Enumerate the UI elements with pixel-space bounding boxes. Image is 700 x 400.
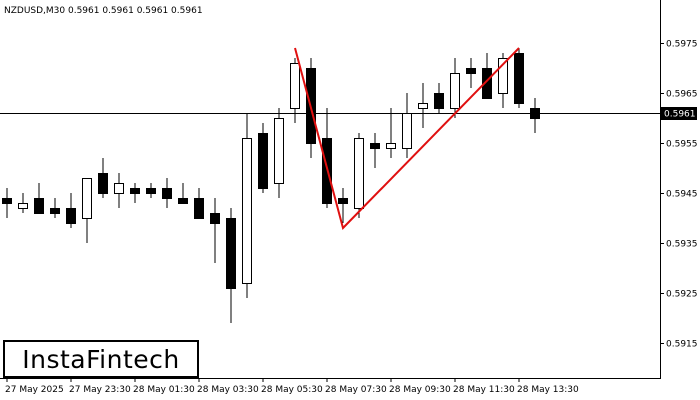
y-tick-label: 0.5975 (666, 40, 698, 50)
candles-layer (2, 48, 540, 323)
candle (434, 83, 444, 113)
candle-body-bear (482, 68, 492, 99)
instafintech-logo: InstaFintech (3, 340, 199, 378)
candle (530, 98, 540, 133)
candle (466, 58, 476, 88)
price-tag-bg (661, 107, 697, 120)
candle (82, 178, 92, 243)
candle (226, 208, 236, 323)
candle (338, 188, 348, 223)
candle-body-bear (146, 188, 156, 194)
candle (98, 158, 108, 198)
y-tick-label: 0.5925 (666, 290, 698, 300)
y-tick-label: 0.5935 (666, 240, 698, 250)
x-tick-label: 27 May 23:30 (69, 385, 131, 395)
candle (2, 188, 12, 218)
y-tick-label: 0.5915 (666, 340, 698, 350)
candle-body-bull (290, 63, 300, 109)
candle-body-bear (434, 93, 444, 109)
logo-text: InstaFintech (22, 344, 180, 374)
candle (418, 83, 428, 128)
candle (354, 133, 364, 218)
y-tick-label: 0.5965 (666, 90, 698, 100)
candle-body-bull (18, 203, 28, 209)
candle-body-bull (386, 143, 396, 149)
candle (290, 58, 300, 123)
candle-body-bear (34, 198, 44, 214)
candle-body-bear (338, 198, 348, 204)
candle (450, 58, 460, 118)
x-tick-label: 27 May 2025 (5, 385, 64, 395)
x-tick-label: 28 May 05:30 (261, 385, 323, 395)
candle-body-bear (50, 208, 60, 214)
candle-body-bear (194, 198, 204, 219)
candle-body-bear (66, 208, 76, 224)
y-tick-label: 0.5945 (666, 190, 698, 200)
x-tick-label: 28 May 13:30 (517, 385, 579, 395)
y-tick-label: 0.5955 (666, 140, 698, 150)
x-tick-label: 28 May 01:30 (133, 385, 195, 395)
candle-body-bull (418, 103, 428, 109)
candle-body-bull (274, 118, 284, 184)
candle (162, 178, 172, 208)
pattern-line (294, 47, 520, 230)
candle-body-bull (114, 183, 124, 194)
candle (66, 193, 76, 228)
candle-body-bull (354, 138, 364, 209)
candle (210, 198, 220, 263)
candle-body-bear (258, 133, 268, 189)
candle (146, 183, 156, 198)
x-tick-label: 28 May 11:30 (453, 385, 515, 395)
candle (274, 108, 284, 198)
x-tick-label: 28 May 03:30 (197, 385, 259, 395)
candle (386, 108, 396, 158)
candle (114, 173, 124, 208)
candle-body-bear (130, 188, 140, 194)
candle-body-bear (178, 198, 188, 204)
current-price-tag: 0.5961 (661, 107, 697, 120)
candle (402, 93, 412, 158)
candle (514, 48, 524, 108)
candle-body-bear (226, 218, 236, 289)
candle-body-bear (210, 213, 220, 224)
candle (130, 183, 140, 203)
candle-body-bear (2, 198, 12, 204)
x-tick-label: 28 May 07:30 (325, 385, 387, 395)
candle (34, 183, 44, 214)
candle-body-bull (82, 178, 92, 219)
candle (498, 53, 508, 108)
symbol-title: NZDUSD,M30 0.5961 0.5961 0.5961 0.5961 (4, 6, 203, 16)
candle-body-bear (370, 143, 380, 149)
candle (370, 133, 380, 168)
candle-body-bull (402, 113, 412, 149)
price-tag-label: 0.5961 (664, 110, 696, 120)
candle (258, 123, 268, 193)
candle (18, 193, 28, 213)
candle-body-bull (498, 58, 508, 94)
candle-body-bear (162, 188, 172, 199)
candle-body-bear (466, 68, 476, 74)
candle-body-bear (514, 53, 524, 104)
candle (242, 113, 252, 298)
candle (482, 53, 492, 99)
candle-body-bear (98, 173, 108, 194)
x-tick-label: 28 May 09:30 (389, 385, 451, 395)
candle (194, 188, 204, 219)
candle (178, 183, 188, 204)
overlay-layer (0, 47, 660, 230)
candle (50, 198, 60, 218)
candle-body-bull (450, 73, 460, 109)
candle-body-bull (242, 138, 252, 284)
